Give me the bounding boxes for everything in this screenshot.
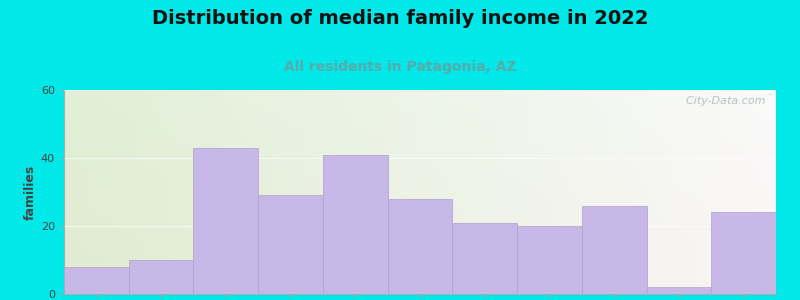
Bar xyxy=(582,206,646,294)
Bar xyxy=(323,154,388,294)
Bar xyxy=(388,199,452,294)
Y-axis label: families: families xyxy=(24,164,37,220)
Bar xyxy=(258,195,323,294)
Bar xyxy=(129,260,194,294)
Bar xyxy=(64,267,129,294)
Bar xyxy=(517,226,582,294)
Text: Distribution of median family income in 2022: Distribution of median family income in … xyxy=(152,9,648,28)
Text: City-Data.com: City-Data.com xyxy=(679,96,766,106)
Bar xyxy=(452,223,517,294)
Text: All residents in Patagonia, AZ: All residents in Patagonia, AZ xyxy=(284,60,516,74)
Bar xyxy=(711,212,776,294)
Bar xyxy=(194,148,258,294)
Bar xyxy=(646,287,711,294)
